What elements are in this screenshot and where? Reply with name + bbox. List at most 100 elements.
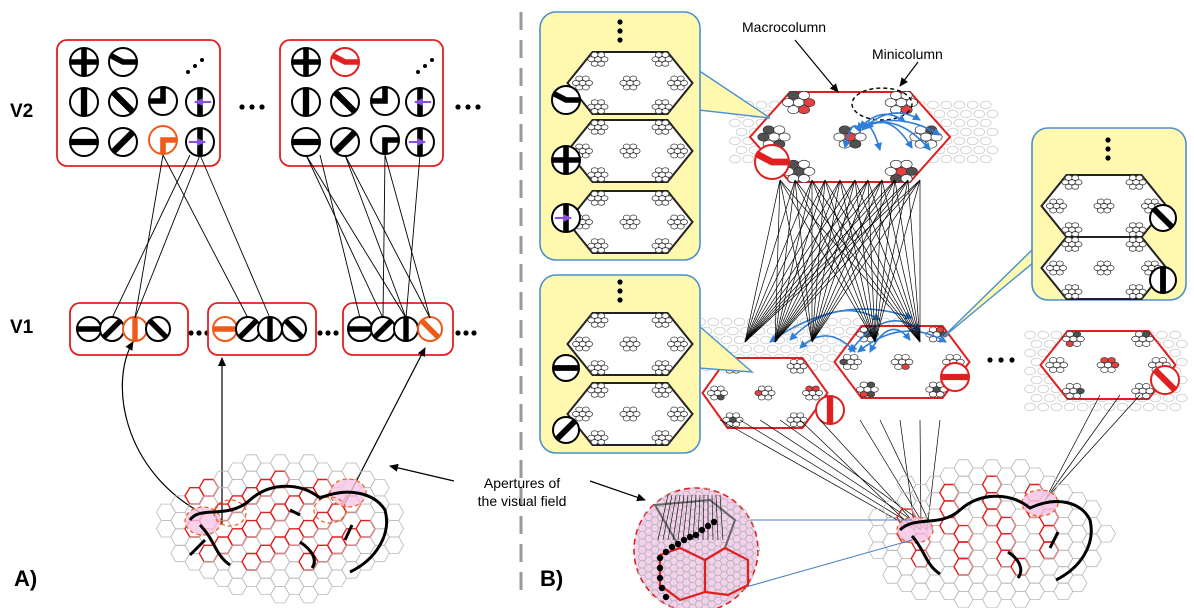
minicolumn-unit xyxy=(1064,183,1073,190)
minicolumn-unit xyxy=(952,354,962,361)
minicolumn-unit xyxy=(661,439,670,446)
background-cell xyxy=(940,100,952,110)
apertures-label: Apertures of the visual field xyxy=(456,474,588,510)
minicolumn-unit xyxy=(654,312,663,319)
connection-line xyxy=(305,154,407,319)
minicolumn-unit xyxy=(1150,260,1159,267)
minicolumn-unit xyxy=(622,223,631,230)
visual-field-hex xyxy=(369,479,390,497)
minicolumn-unit xyxy=(1096,198,1105,205)
visual-field-hex xyxy=(967,533,988,551)
background-cell xyxy=(966,100,979,110)
minicolumn-unit xyxy=(1056,357,1065,364)
edge-pixel xyxy=(692,531,700,539)
minicolumn-unit xyxy=(1055,260,1064,267)
minicolumn-unit xyxy=(1144,198,1153,205)
minicolumn-unit xyxy=(1151,357,1160,364)
minicolumn-unit xyxy=(590,247,599,254)
macrocolumn xyxy=(566,51,694,115)
macrocolumn xyxy=(566,312,694,376)
oriented-edge-detector-icon xyxy=(1149,204,1177,232)
minicolumn-unit xyxy=(651,124,660,131)
connection-line xyxy=(744,179,856,343)
minicolumn-unit xyxy=(787,105,800,115)
minicolumn-unit xyxy=(1074,288,1083,295)
background-cell xyxy=(960,145,972,155)
panel-b xyxy=(539,11,1188,608)
visual-field-hex xyxy=(1053,582,1074,600)
connection-line xyxy=(867,179,876,343)
connection-line xyxy=(657,494,669,541)
background-cell xyxy=(1156,330,1168,340)
minicolumn-unit xyxy=(661,51,670,58)
minicolumn-unit xyxy=(651,364,660,371)
apertures-line-2: the visual field xyxy=(477,493,567,509)
connection-line xyxy=(162,154,249,319)
minicolumn-unit xyxy=(597,176,606,183)
corner-detector-icon xyxy=(330,47,360,77)
minicolumn-unit xyxy=(850,354,859,361)
ellipsis-icon xyxy=(455,330,477,336)
minicolumn-unit xyxy=(661,430,670,437)
ellipsis-icon xyxy=(617,19,623,43)
minicolumn-unit xyxy=(629,336,638,343)
minicolumn-unit xyxy=(654,382,663,389)
oriented-edge-detector-icon xyxy=(370,316,396,342)
ellipsis-icon xyxy=(239,104,265,110)
background-cell xyxy=(980,154,992,164)
minicolumn-unit xyxy=(654,247,663,254)
minicolumn-unit xyxy=(597,360,606,367)
oriented-edge-detector-icon xyxy=(281,316,307,342)
visual-field-hex xyxy=(1024,467,1045,485)
background-cell xyxy=(1024,348,1036,358)
minicolumn-unit xyxy=(798,174,810,183)
minicolumn-unit xyxy=(811,385,820,392)
v2-unit-box xyxy=(56,39,221,167)
minicolumn-unit xyxy=(661,199,670,206)
connection-line xyxy=(907,179,921,343)
oriented-edge-detector-icon xyxy=(1150,365,1180,395)
minicolumn-unit xyxy=(667,411,675,417)
minicolumn-unit xyxy=(856,386,865,393)
connection-line xyxy=(779,419,934,531)
oriented-edge-detector-icon xyxy=(235,316,261,342)
corner-detector-icon xyxy=(148,86,178,116)
connection-line xyxy=(405,154,421,319)
minicolumn-unit xyxy=(1048,357,1058,364)
background-cell xyxy=(966,118,979,128)
visual-field-hex xyxy=(996,467,1017,485)
minicolumn-unit xyxy=(597,199,606,206)
minicolumn-unit xyxy=(1142,383,1151,390)
background-cell xyxy=(826,317,838,327)
minicolumn-unit xyxy=(629,415,638,422)
background-cell xyxy=(973,127,985,137)
macrocolumn xyxy=(1040,236,1168,300)
contour-stroke xyxy=(343,524,354,541)
minicolumn-unit xyxy=(792,167,805,176)
magnified-hex xyxy=(703,546,750,597)
minicolumn-unit xyxy=(585,219,593,225)
motion-detector-icon xyxy=(551,203,581,233)
minicolumn-unit xyxy=(600,434,609,441)
background-cell xyxy=(1050,402,1063,412)
minicolumn-unit xyxy=(654,108,663,115)
panel-a-label: A) xyxy=(14,566,38,591)
minicolumn-unit xyxy=(664,387,673,394)
connection-line xyxy=(744,179,883,343)
minicolumn-unit xyxy=(600,56,609,63)
connection-line xyxy=(744,179,781,343)
minicolumn-unit xyxy=(597,167,606,174)
minicolumn-unit xyxy=(844,132,856,142)
oriented-edge-detector-icon xyxy=(145,316,171,342)
minicolumn-unit xyxy=(680,341,688,347)
minicolumn-unit xyxy=(1061,226,1070,233)
minicolumn-unit xyxy=(1096,269,1105,276)
connection-line xyxy=(874,179,896,343)
minicolumn-unit xyxy=(664,171,673,178)
minicolumn-unit xyxy=(895,98,908,107)
minicolumn-unit xyxy=(619,80,628,86)
feedforward-arrow xyxy=(121,341,206,516)
minicolumn-unit xyxy=(581,84,590,91)
minicolumn-unit xyxy=(654,190,663,197)
minicolumn-unit xyxy=(619,411,628,417)
